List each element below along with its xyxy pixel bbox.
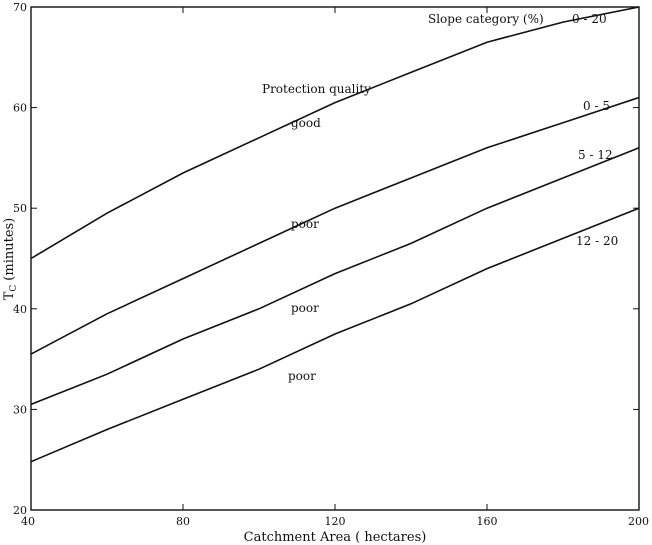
series-label-12-20: 12 - 20 [576,234,618,248]
y-tick-label-20: 20 [13,504,27,517]
y-tick-label-40: 40 [13,303,27,316]
series-lines [30,6,640,463]
y-tick-label-70: 70 [13,1,27,14]
x-tick-label-120: 120 [325,515,346,528]
poor-annotation-2: poor [291,301,319,315]
series-label-0-5: 0 - 5 [583,99,610,113]
y-tick-label-50: 50 [13,202,27,215]
series-line-5-12 [30,147,640,406]
x-tick-label-160: 160 [477,515,498,528]
series-line-12-20 [30,207,640,463]
x-tick-label-200: 200 [628,515,649,528]
series-line-0-5 [30,96,640,355]
poor-annotation-1: poor [291,217,319,231]
slope-category-annotation: Slope category (%) [428,12,544,26]
series-label-5-12: 5 - 12 [578,148,613,162]
y-axis-title-main: T [2,291,17,300]
y-axis-title-subscript: C [9,285,19,292]
x-tick-labels: 40 80 120 160 200 [21,515,649,528]
x-axis-title: Catchment Area ( hectares) [244,530,427,545]
good-annotation: good [291,116,321,130]
y-axis-title: TC (minutes) [2,218,19,301]
y-tick-labels: 20 30 40 50 60 70 [13,1,27,517]
protection-quality-annotation: Protection quality [262,82,371,96]
series-line-0-20 [30,6,640,260]
x-tick-label-40: 40 [21,515,35,528]
y-tick-label-60: 60 [13,102,27,115]
poor-annotation-3: poor [288,369,316,383]
y-axis-title-rest: (minutes) [2,218,17,281]
series-label-0-20: 0 - 20 [572,12,607,26]
y-tick-label-30: 30 [13,403,27,416]
x-tick-label-80: 80 [176,515,190,528]
